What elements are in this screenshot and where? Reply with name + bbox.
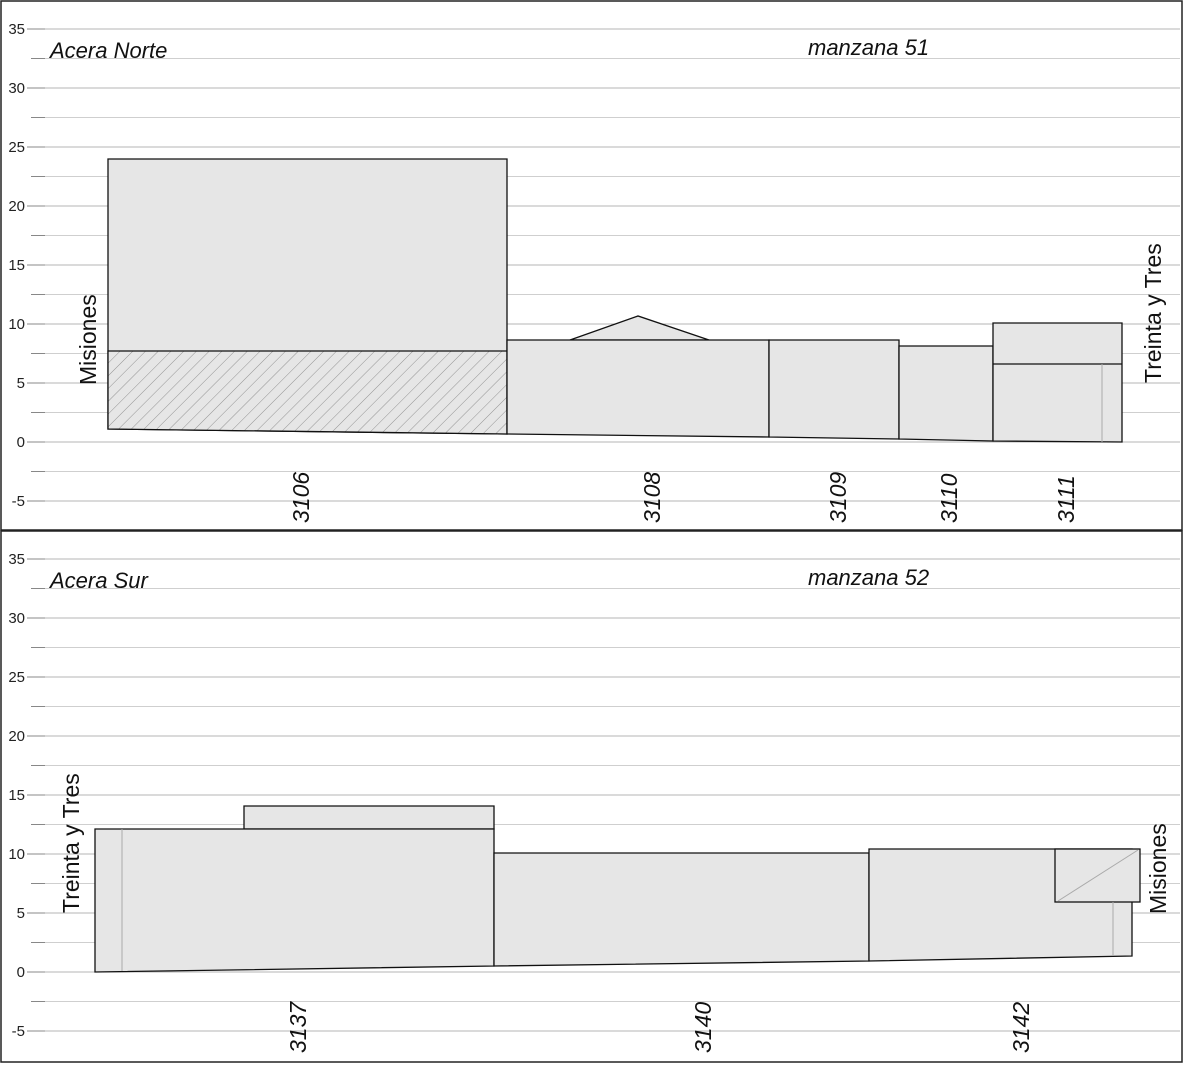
building-3142-diagonal-line — [1057, 849, 1139, 902]
lot-label-3111: 3111 — [1053, 475, 1079, 523]
block-label-52: manzana 52 — [808, 565, 929, 590]
y-tick-label: 20 — [8, 728, 25, 745]
street-label-misiones-north: Misiones — [75, 294, 101, 385]
y-tick-label: 5 — [17, 375, 25, 392]
lot-label-3137: 3137 — [285, 1001, 311, 1053]
panel-north-y-axis: 35 30 25 20 15 10 5 0 -5 — [8, 21, 25, 510]
lot-label-3106: 3106 — [288, 472, 314, 523]
y-tick-label: 5 — [17, 905, 25, 922]
y-tick-label: 0 — [17, 964, 25, 981]
y-tick-label: 30 — [8, 80, 25, 97]
panel-south-y-axis: 35 30 25 20 15 10 5 0 -5 — [8, 551, 25, 1040]
lot-label-3108: 3108 — [639, 472, 665, 523]
y-tick-label: 0 — [17, 434, 25, 451]
y-tick-label: 15 — [8, 787, 25, 804]
sidewalk-label-north: Acera Norte — [48, 38, 167, 63]
panel-south-frame — [0, 530, 1183, 1063]
y-tick-label: 15 — [8, 257, 25, 274]
lot-label-3110: 3110 — [936, 473, 962, 523]
building-3110 — [898, 345, 994, 442]
street-label-treinta-y-tres-south: Treinta y Tres — [58, 773, 84, 913]
y-tick-label: 10 — [8, 316, 25, 333]
building-3137 — [94, 828, 495, 973]
building-3106-hatched-base — [107, 350, 508, 435]
lot-label-3142: 3142 — [1008, 1002, 1034, 1053]
lot-label-3109: 3109 — [825, 472, 851, 523]
y-tick-label: -5 — [12, 1023, 25, 1040]
y-tick-label: -5 — [12, 493, 25, 510]
y-tick-label: 25 — [8, 139, 25, 156]
street-label-treinta-y-tres-north: Treinta y Tres — [1140, 243, 1166, 383]
block-label-51: manzana 51 — [808, 35, 929, 60]
sidewalk-label-south: Acera Sur — [48, 568, 149, 593]
y-tick-label: 20 — [8, 198, 25, 215]
y-tick-label: 25 — [8, 669, 25, 686]
building-3137-upper — [243, 805, 495, 830]
building-3108 — [506, 339, 770, 438]
y-tick-label: 35 — [8, 21, 25, 38]
y-tick-label: 10 — [8, 846, 25, 863]
y-tick-label: 35 — [8, 551, 25, 568]
panel-south: 35 30 25 20 15 10 5 0 -5 Acera Sur manzana 52 Tr… — [0, 530, 1183, 1063]
building-3140 — [493, 852, 870, 967]
building-3109 — [768, 339, 900, 440]
building-3111 — [992, 322, 1123, 443]
lot-label-3140: 3140 — [690, 1002, 716, 1053]
street-label-misiones-south: Misiones — [1145, 823, 1171, 914]
y-tick-label: 30 — [8, 610, 25, 627]
